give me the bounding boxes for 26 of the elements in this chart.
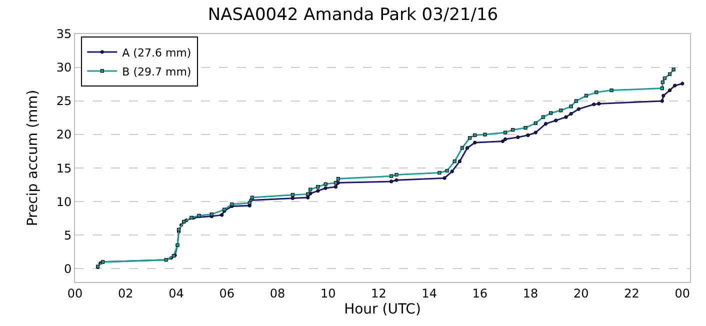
y-tick-label: 35 <box>56 27 72 42</box>
x-tick-label: 18 <box>522 286 538 300</box>
x-tick-label: 10 <box>320 286 336 300</box>
y-axis-title: Precip accum (mm) <box>25 90 41 226</box>
y-tick-label: 20 <box>56 128 72 142</box>
legend-label: B (29.7 mm) <box>122 65 192 78</box>
y-tick-label: 25 <box>56 94 72 108</box>
y-tick-label: 5 <box>64 228 72 242</box>
x-tick-label: 14 <box>422 286 437 300</box>
chart-title: NASA0042 Amanda Park 03/21/16 <box>208 5 498 26</box>
x-tick-label: 00 <box>674 286 690 300</box>
x-tick-label: 06 <box>219 286 234 300</box>
x-tick-label: 02 <box>118 286 134 300</box>
x-tick-label: 00 <box>67 286 83 300</box>
legend-label: A (27.6 mm) <box>122 46 192 60</box>
y-tick-label: 15 <box>56 161 72 176</box>
x-tick-label: 20 <box>574 286 589 300</box>
x-axis-title: Hour (UTC) <box>344 302 421 318</box>
y-tick-label: 30 <box>56 60 72 75</box>
y-tick-label: 0 <box>64 262 72 276</box>
x-tick-label: 08 <box>270 286 286 300</box>
x-tick-label: 16 <box>472 286 488 300</box>
y-tick-label: 10 <box>56 194 72 209</box>
x-tick-label: 04 <box>168 286 184 300</box>
x-tick-label: 12 <box>371 286 386 300</box>
x-tick-label: 22 <box>624 286 640 300</box>
